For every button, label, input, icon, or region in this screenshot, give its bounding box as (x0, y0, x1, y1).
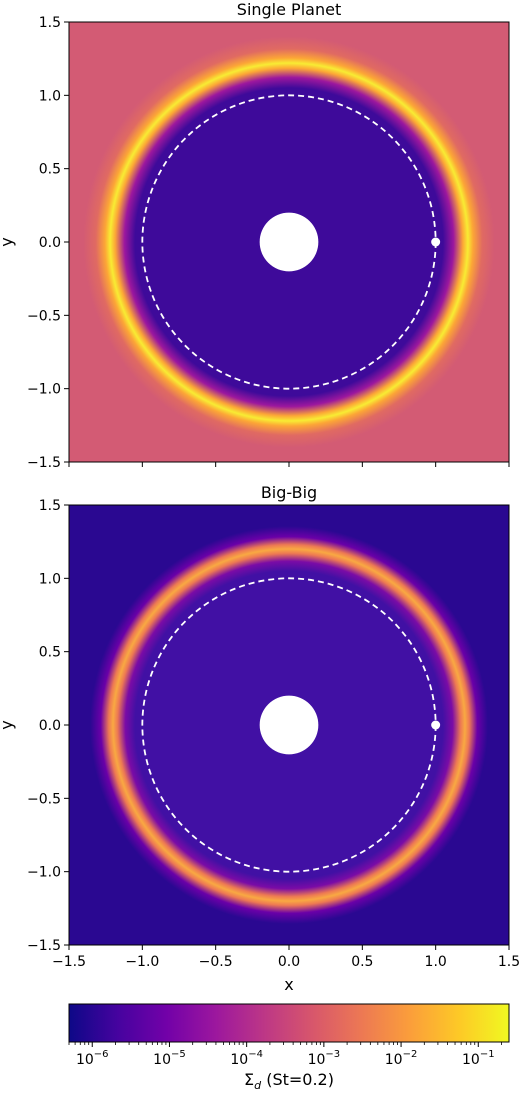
y-axis-label: y (0, 237, 16, 246)
y-tick-label: 0.5 (39, 162, 61, 178)
y-axis: −1.5 −1.0 −0.5 0.0 0.5 1.0 1.5 (27, 498, 69, 954)
colorbar-tick-label: 10−3 (308, 1049, 341, 1068)
y-axis-label: y (0, 720, 16, 729)
y-tick-label: 1.5 (39, 498, 61, 514)
y-tick-label: 0.0 (39, 718, 61, 734)
panel-title: Big-Big (261, 483, 317, 502)
colorbar-label-rest: (St=0.2) (261, 1070, 334, 1089)
y-tick-label: 0.0 (39, 235, 61, 251)
y-tick-label: −0.5 (27, 791, 61, 807)
y-tick-label: 1.0 (39, 571, 61, 587)
colorbar-label-symbol: Σ (244, 1070, 254, 1089)
planet-marker (431, 237, 441, 247)
inner-hole (259, 212, 319, 272)
x-tick-label: 0.0 (278, 954, 300, 970)
panel-title: Single Planet (237, 0, 341, 19)
y-tick-label: 1.0 (39, 88, 61, 104)
x-tick-label: −1.0 (125, 954, 159, 970)
x-tick-label: 1.0 (425, 954, 447, 970)
x-tick-label: −1.5 (52, 954, 86, 970)
x-tick-label: 1.5 (498, 954, 520, 970)
colorbar-tick-label: 10−2 (385, 1049, 418, 1068)
colorbar-tick-label: 10−1 (462, 1049, 495, 1068)
y-tick-label: −0.5 (27, 308, 61, 324)
y-axis: −1.5 −1.0 −0.5 0.0 0.5 1.0 1.5 (27, 15, 69, 471)
y-tick-label: −1.0 (27, 382, 61, 398)
x-tick-label: −0.5 (199, 954, 233, 970)
y-tick-label: 0.5 (39, 645, 61, 661)
colorbar-ticks: 10−6 10−5 10−4 10−3 10−2 10−1 (68, 1042, 502, 1068)
colorbar-gradient (68, 1003, 510, 1043)
colorbar-tick-label: 10−4 (230, 1049, 263, 1068)
panel-single-planet: Single Planet −1.5 −1.0 −0.5 0.0 0.5 1.0 1.5 y (0, 0, 510, 471)
planet-marker (431, 720, 441, 730)
colorbar-label-subscript: d (254, 1079, 262, 1092)
colorbar: 10−6 10−5 10−4 10−3 10−2 10−1 Σd (St=0.2) (68, 1003, 510, 1092)
panel-big-big: Big-Big −1.5 −1.0 −0.5 0.0 0.5 1.0 1.5 −1.5−1.… (0, 483, 520, 994)
x-axis-label: x (284, 975, 293, 994)
y-tick-label: −1.5 (27, 455, 61, 471)
density-map (69, 505, 509, 945)
density-map (69, 22, 509, 462)
y-tick-label: 1.5 (39, 15, 61, 31)
x-tick-label: 0.5 (351, 954, 373, 970)
colorbar-label: Σd (St=0.2) (244, 1070, 334, 1092)
y-tick-label: −1.0 (27, 865, 61, 881)
y-tick-label: −1.5 (27, 938, 61, 954)
x-axis: −1.5 −1.0 −0.5 0.0 0.5 1.0 1.5 (52, 945, 520, 970)
inner-hole (259, 695, 319, 755)
colorbar-tick-label: 10−6 (76, 1049, 109, 1068)
x-axis (68, 462, 510, 467)
colorbar-tick-label: 10−5 (153, 1049, 186, 1068)
